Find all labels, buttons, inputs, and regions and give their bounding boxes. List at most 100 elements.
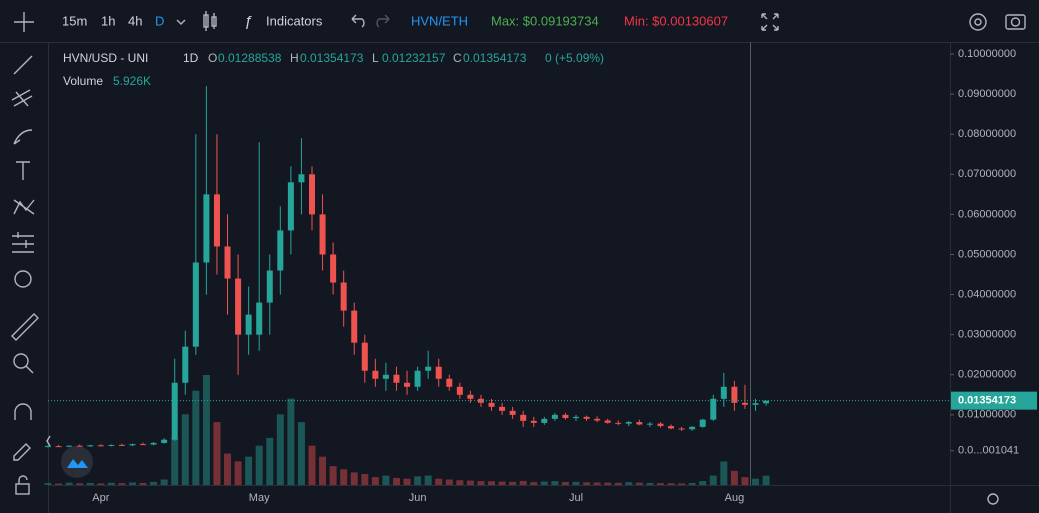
crosshair-tool[interactable] [14,12,34,32]
candle-body [108,444,115,446]
volume-bar [97,483,105,485]
volume-bar [583,482,591,485]
interval[interactable]: 4h [128,13,142,28]
candle-body [140,444,147,446]
candle-body [76,445,83,447]
candle-body [488,402,495,407]
interval-label: 1D [183,51,199,65]
volume-bar [371,477,379,485]
volume-bar [181,414,189,485]
candle-body [520,414,527,421]
volume-bar [350,472,358,485]
volume-title: Volume [63,74,103,88]
volume-bar [466,480,474,485]
interval-dropdown[interactable] [176,19,186,25]
volume-bar [287,398,295,485]
undo[interactable] [351,14,365,28]
volume-bar [561,482,569,485]
interval[interactable]: D [155,13,164,28]
candle-body [710,398,717,420]
candle-body [435,366,442,379]
candle-body [731,386,738,403]
candle-body [309,174,315,215]
candle-body [319,214,326,255]
volume-bar [107,482,115,485]
candle-body [446,378,453,387]
drawing-tools[interactable] [11,55,51,495]
snapshot[interactable] [1005,14,1026,30]
volume-bar [424,475,432,485]
x-tick-label: May [249,492,270,504]
volume-bar [128,482,136,485]
max-price: Max: $0.09193734 [491,13,599,28]
volume-bar [752,478,760,485]
interval[interactable]: 15m [62,13,87,28]
volume-bar [192,390,200,485]
candle-body [699,419,706,427]
volume-bar [139,482,147,485]
fullscreen[interactable] [761,13,779,31]
min-price: Min: $0.00130607 [624,13,728,28]
ohlc-label: C [453,51,462,65]
candle-body [499,406,506,411]
volume-bar [519,480,527,485]
candle-body [530,420,537,423]
candle-body [213,194,220,247]
logo[interactable] [61,446,93,478]
settings[interactable] [969,13,987,31]
y-tick-label: 0.01000000 [958,409,1016,421]
last-price-label: 0.01354173 [958,395,1016,407]
pair-link[interactable]: HVN/ETH [411,13,468,28]
candle-body [118,444,125,446]
volume-bar [76,483,84,485]
volume-bar [656,483,664,485]
volume-bar [509,481,517,485]
candle-body [741,402,748,405]
candle-body [171,382,178,440]
candle-body [372,370,379,379]
ohlc-label: H [290,51,299,65]
indicators-button[interactable]: Indicators [266,13,323,28]
volume-bar [55,483,63,485]
candle-body [87,445,94,447]
candle-body [689,426,696,430]
y-tick-label: 0.05000000 [958,248,1016,260]
chart-title: HVN/USD - UNI [63,51,148,65]
volume-value: 5.926K [113,74,151,88]
volume-bar [551,481,559,485]
ohlc-value: 0.01354173 [300,51,364,65]
volume-bar [477,481,485,485]
candle-body [583,416,590,419]
candle-body [657,423,664,427]
candle-body [150,442,157,445]
candle-body [541,418,548,423]
x-tick-label: Jun [409,492,427,504]
y-tick-label: 0.02000000 [958,369,1016,381]
candle-body [752,403,759,405]
volume-bar [86,482,94,485]
candle-body [382,374,389,379]
volume-bar [456,480,464,485]
volume-bar [635,482,643,485]
volume-bar [540,481,548,485]
volume-bar [382,475,390,485]
candle-body [615,422,622,424]
change: 0 (+5.09%) [545,51,604,65]
fx-icon[interactable]: ƒ [244,13,252,30]
volume-bar [604,482,612,485]
interval[interactable]: 1h [101,13,115,28]
volume-bar [276,414,284,485]
volume-bar [498,481,506,485]
chart-type-button[interactable] [203,11,217,31]
ohlc-label: O [208,51,217,65]
volume-bar [255,445,263,485]
volume-bar [65,482,73,485]
volume-bar [297,422,305,485]
redo[interactable] [376,14,390,28]
candle-body [340,282,347,311]
candle-body [393,374,400,383]
gear-small[interactable] [987,493,999,505]
x-tick-label: Aug [725,492,745,504]
candle-body [256,302,263,335]
